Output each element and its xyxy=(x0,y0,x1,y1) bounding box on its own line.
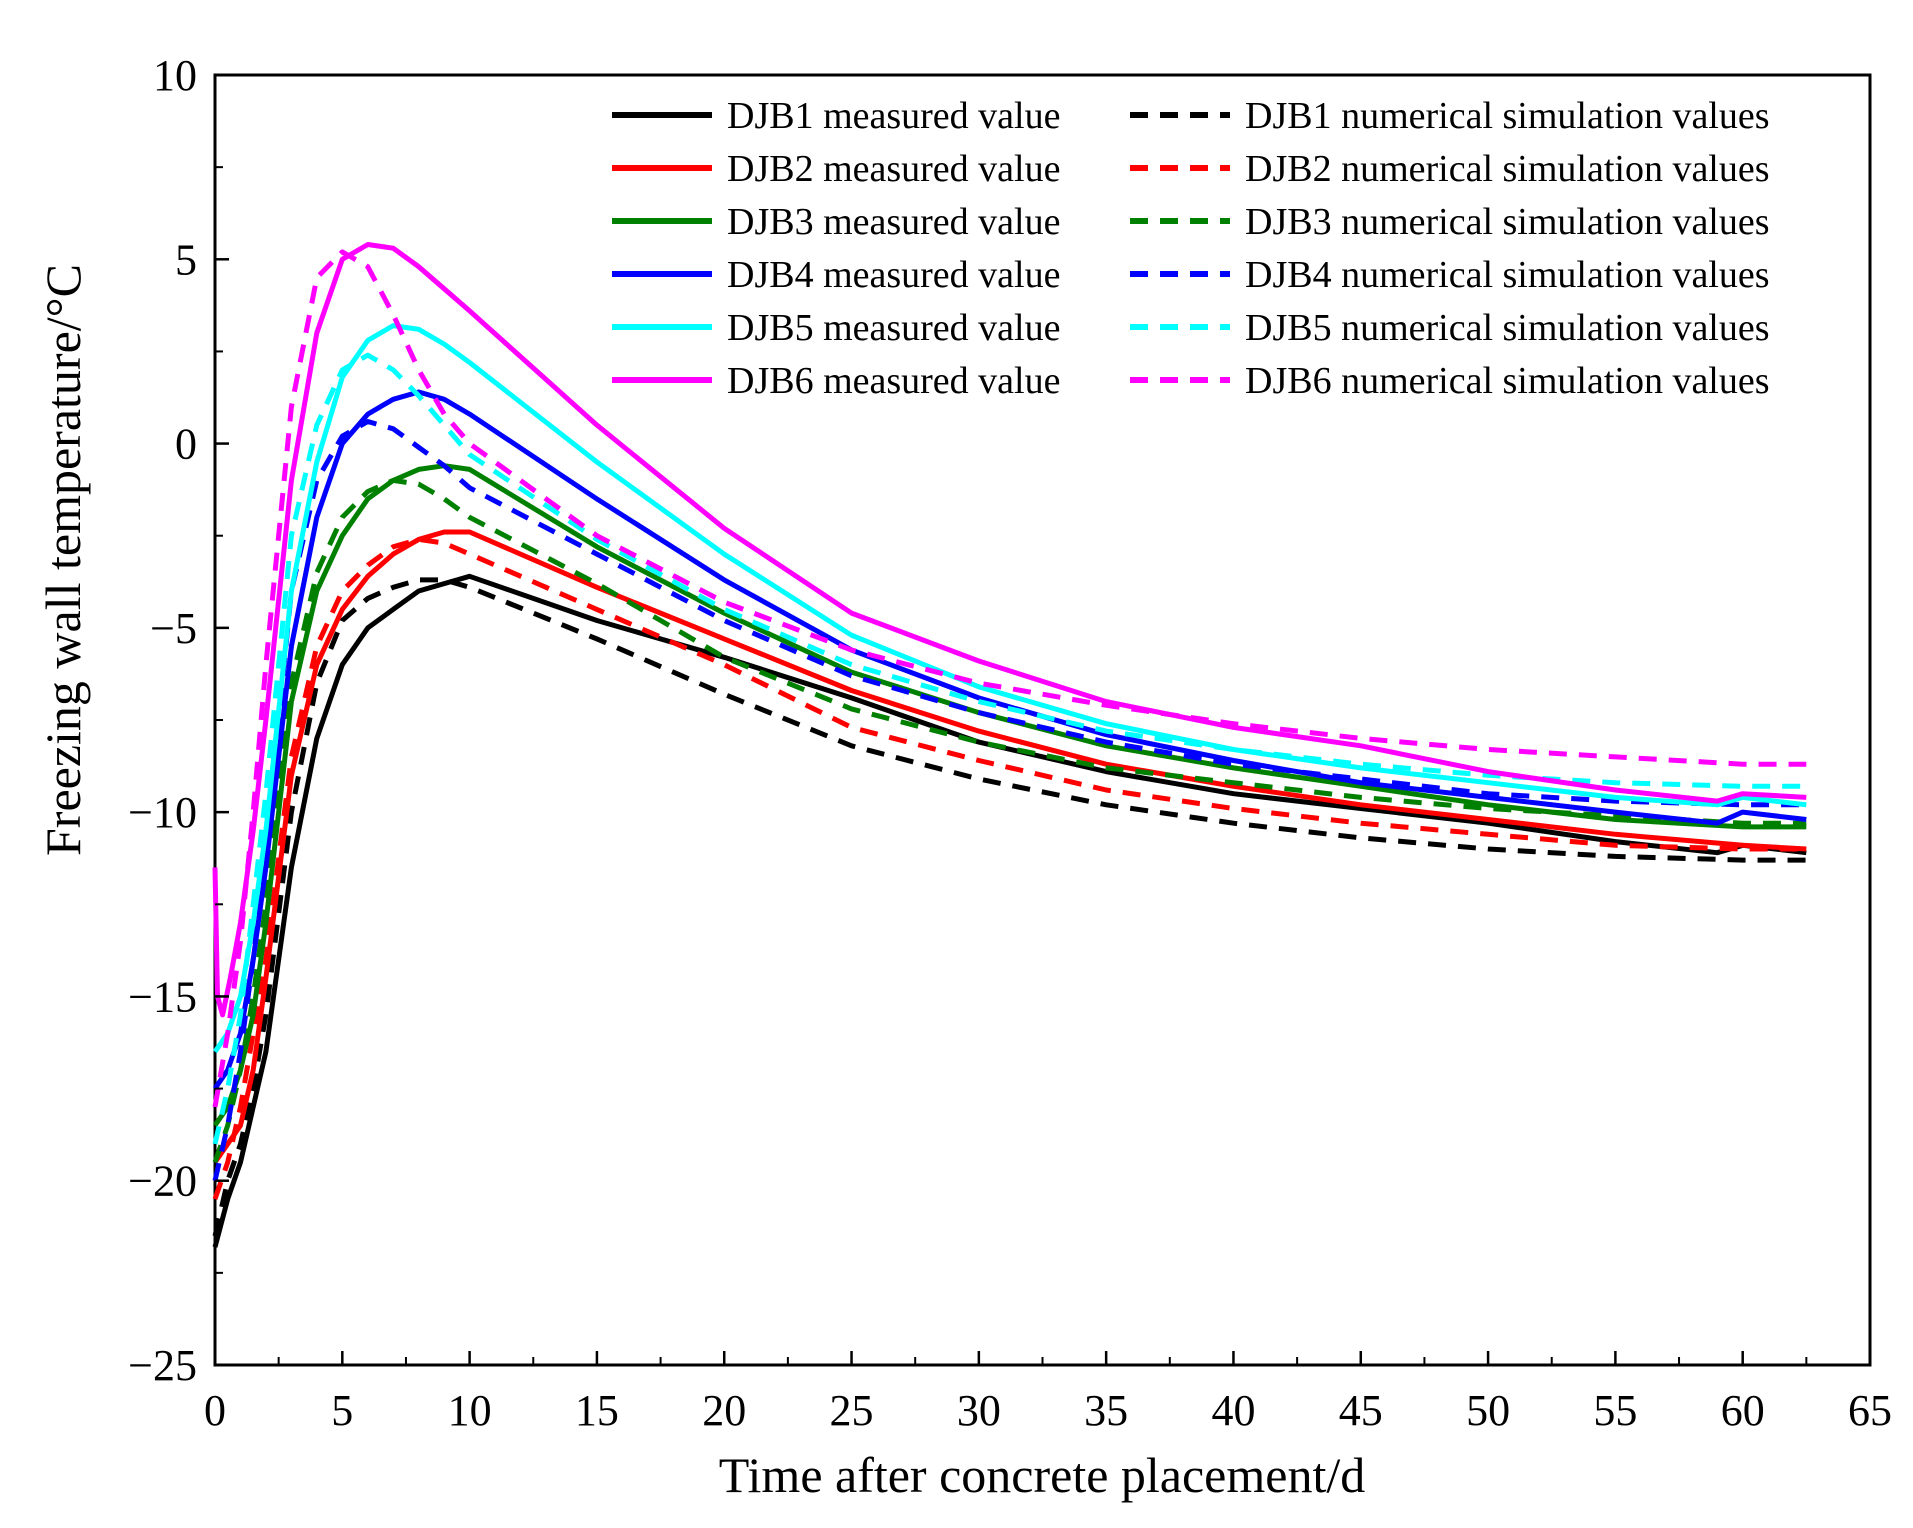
x-tick-label: 55 xyxy=(1593,1386,1637,1435)
legend-label: DJB1 numerical simulation values xyxy=(1245,95,1770,137)
y-tick-label: −5 xyxy=(150,604,197,653)
series-layer xyxy=(212,242,1807,1248)
x-tick-label: 35 xyxy=(1084,1386,1128,1435)
x-tick-label: 30 xyxy=(957,1386,1001,1435)
x-tick-label: 10 xyxy=(448,1386,492,1435)
x-tick-label: 0 xyxy=(204,1386,226,1435)
legend-label: DJB4 numerical simulation values xyxy=(1245,254,1770,296)
y-tick-label: −10 xyxy=(128,788,197,837)
series-line-6 xyxy=(212,477,1807,1164)
x-tick-label: 15 xyxy=(575,1386,619,1435)
legend-label: DJB6 numerical simulation values xyxy=(1245,360,1770,402)
series-line-8 xyxy=(212,419,1807,1182)
y-tick-label: 5 xyxy=(175,235,197,284)
legend-label: DJB3 numerical simulation values xyxy=(1245,201,1770,243)
x-tick-label: 25 xyxy=(830,1386,874,1435)
x-tick-label: 60 xyxy=(1721,1386,1765,1435)
legend-label: DJB2 measured value xyxy=(727,148,1060,190)
legend-label: DJB2 numerical simulation values xyxy=(1245,148,1770,190)
y-axis-title: Freezing wall temperature/°C xyxy=(35,264,91,856)
series-line-5 xyxy=(212,463,1807,1127)
x-tick-label: 40 xyxy=(1211,1386,1255,1435)
legend: DJB1 measured value DJB1 numerical simula… xyxy=(612,95,1770,402)
series-line-3 xyxy=(212,529,1807,1164)
y-tick-label: 10 xyxy=(153,51,197,100)
legend-label: DJB5 numerical simulation values xyxy=(1245,307,1770,349)
y-tick-label: 0 xyxy=(175,420,197,469)
legend-label: DJB6 measured value xyxy=(727,360,1060,402)
series-line-10 xyxy=(212,352,1807,1145)
y-tick-label: −20 xyxy=(128,1157,197,1206)
x-tick-label: 20 xyxy=(702,1386,746,1435)
legend-label: DJB4 measured value xyxy=(727,254,1060,296)
series-line-2 xyxy=(212,577,1807,1237)
series-line-4 xyxy=(212,536,1807,1200)
y-tick-label: −25 xyxy=(128,1341,197,1390)
x-axis-title: Time after concrete placement/d xyxy=(719,1447,1365,1503)
x-tick-label: 45 xyxy=(1339,1386,1383,1435)
legend-label: DJB1 measured value xyxy=(727,95,1060,137)
series-line-12 xyxy=(212,249,1807,1108)
legend-label: DJB3 measured value xyxy=(727,201,1060,243)
y-tick-label: −15 xyxy=(128,972,197,1021)
x-tick-label: 65 xyxy=(1848,1386,1892,1435)
series-line-1 xyxy=(212,573,1807,1248)
axis-layer: 0 5 10 15 20 25 30 35 40 45 50 55 60 651050−5−10−15−2… xyxy=(128,51,1892,1435)
legend-label: DJB5 measured value xyxy=(727,307,1060,349)
x-tick-label: 5 xyxy=(331,1386,353,1435)
series-line-9 xyxy=(212,323,1807,1054)
x-tick-label: 50 xyxy=(1466,1386,1510,1435)
